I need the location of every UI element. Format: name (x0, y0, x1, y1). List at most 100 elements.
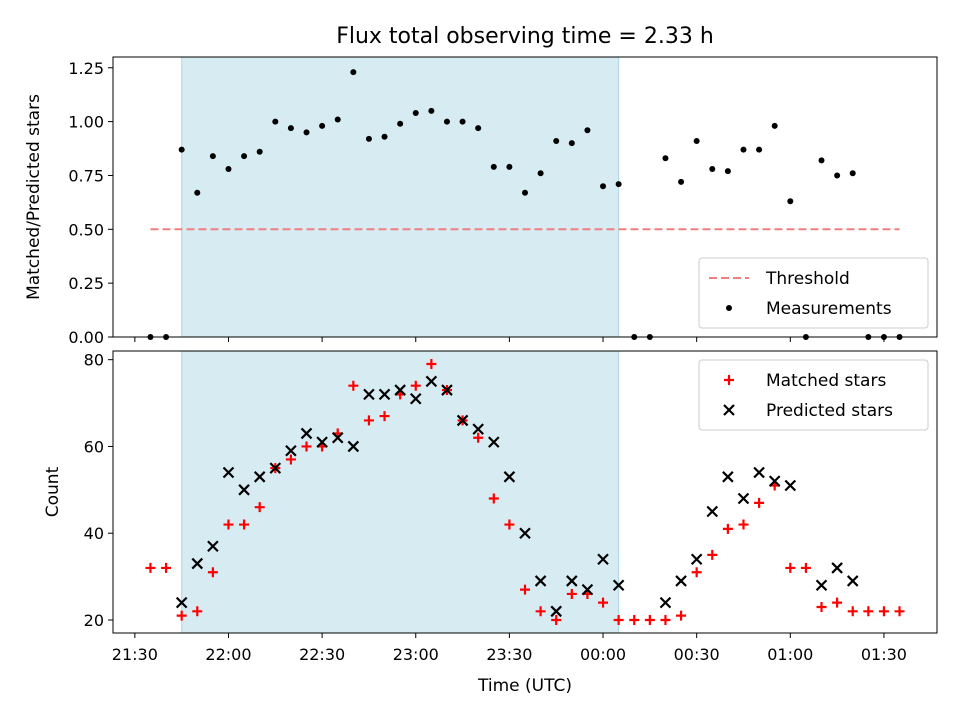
measurement-point (693, 138, 700, 144)
matched-stars-point (192, 606, 203, 617)
matched-stars-point (566, 588, 577, 599)
count-panel: 20 40 60 80 21:30 22:00 22:30 23:00 23:30 00:00 00… (43, 350, 938, 664)
predicted-stars-point (488, 436, 500, 448)
measurement-point (771, 122, 778, 129)
matched-stars-point (379, 411, 390, 422)
predicted-stars-point (253, 471, 266, 483)
y-axis-label: Count (43, 466, 63, 517)
legend-label: Threshold (765, 269, 850, 289)
predicted-stars-point (675, 575, 687, 587)
predicted-stars-point (394, 384, 406, 396)
measurement-point (849, 170, 856, 177)
x-tick-label: 00:00 (580, 645, 626, 664)
legend-label: Predicted stars (766, 401, 893, 421)
matched-stars-point (816, 601, 827, 612)
measurement-point (256, 148, 263, 155)
measurement-point (397, 120, 404, 127)
measurement-point (615, 181, 622, 188)
predicted-stars-point (566, 575, 578, 587)
matched-stars-point (145, 562, 156, 573)
measurement-point (287, 125, 294, 132)
predicted-stars-point (815, 579, 828, 592)
legend-matched-key (724, 375, 734, 385)
y-tick-label: 1.00 (68, 113, 104, 132)
observing-window-band (181, 56, 620, 338)
x-tick-label: 21:30 (112, 645, 158, 664)
measurement-point (662, 155, 669, 162)
y-tick-label: 1.25 (68, 59, 104, 78)
matched-stars-point (613, 614, 624, 625)
x-axis-label: Time (UTC) (477, 676, 572, 696)
matched-stars-point (722, 523, 733, 534)
measurement-point (553, 138, 560, 144)
predicted-stars-point (378, 388, 391, 401)
matched-stars-point (832, 597, 843, 608)
matched-stars-point (161, 562, 172, 573)
measurement-point (412, 110, 419, 116)
legend: Threshold Measurements (698, 257, 929, 329)
measurement-point (709, 166, 716, 172)
matched-stars-point (363, 415, 374, 426)
measurement-point (365, 135, 372, 142)
predicted-stars-point (706, 505, 719, 518)
matched-stars-point (800, 562, 811, 573)
measurement-point (568, 140, 575, 147)
matched-stars-point (551, 614, 562, 625)
x-tick-label: 22:30 (299, 645, 345, 664)
predicted-stars-point (519, 527, 531, 539)
predicted-stars-point (207, 540, 219, 553)
matched-stars-point (504, 519, 515, 530)
measurement-point (209, 153, 216, 160)
predicted-stars-point (222, 466, 235, 479)
measurement-point (475, 125, 482, 132)
measurement-point (740, 146, 747, 153)
predicted-stars-point (456, 414, 469, 427)
measurement-point (272, 118, 279, 125)
measurement-point (600, 183, 607, 190)
y-axis-label: Matched/Predicted stars (24, 94, 44, 300)
measurement-point (303, 129, 310, 136)
predicted-stars-point (534, 575, 547, 587)
measurement-point (319, 122, 326, 129)
matched-stars-point (285, 454, 296, 465)
measurement-point (506, 163, 513, 170)
predicted-stars-point (316, 436, 328, 448)
matched-stars-point (878, 606, 889, 617)
legend-measurement-key (726, 305, 732, 311)
predicted-stars-point (191, 557, 204, 570)
predicted-stars-point (409, 392, 422, 405)
measurement-point (350, 69, 357, 76)
matched-stars-point (598, 597, 609, 608)
y-tick-label: 0.75 (68, 166, 104, 185)
matched-stars-point (473, 432, 484, 443)
matched-stars-point (488, 493, 499, 504)
matched-stars-point (207, 567, 218, 578)
matched-stars-point (348, 380, 359, 391)
y-tick-label: 40 (84, 524, 104, 543)
matched-stars-point (223, 519, 234, 530)
predicted-stars-point (846, 575, 859, 587)
chart-title: Flux total observing time = 2.33 h (336, 24, 714, 49)
matched-stars-point (738, 519, 749, 530)
measurement-point (459, 118, 466, 125)
matched-stars-point (676, 610, 687, 621)
measurement-point (678, 178, 685, 185)
measurement-point (490, 163, 497, 170)
matched-stars-point (426, 359, 437, 370)
predicted-stars-point (300, 427, 313, 440)
measurement-point (194, 189, 201, 196)
predicted-stars-point (175, 596, 188, 609)
matched-stars-point (785, 562, 796, 573)
measurement-point (537, 170, 544, 177)
predicted-stars-point (690, 553, 703, 566)
predicted-stars-point (722, 471, 734, 483)
predicted-stars-point (768, 475, 781, 487)
matched-stars-point (707, 549, 718, 560)
predicted-stars-point (238, 484, 250, 496)
predicted-stars-point (550, 605, 562, 618)
y-tick-label: 80 (84, 351, 104, 370)
x-tick-label: 00:30 (674, 645, 720, 664)
measurement-point (443, 118, 450, 125)
x-tick-label: 23:30 (486, 645, 532, 664)
matched-stars-point (644, 614, 655, 625)
